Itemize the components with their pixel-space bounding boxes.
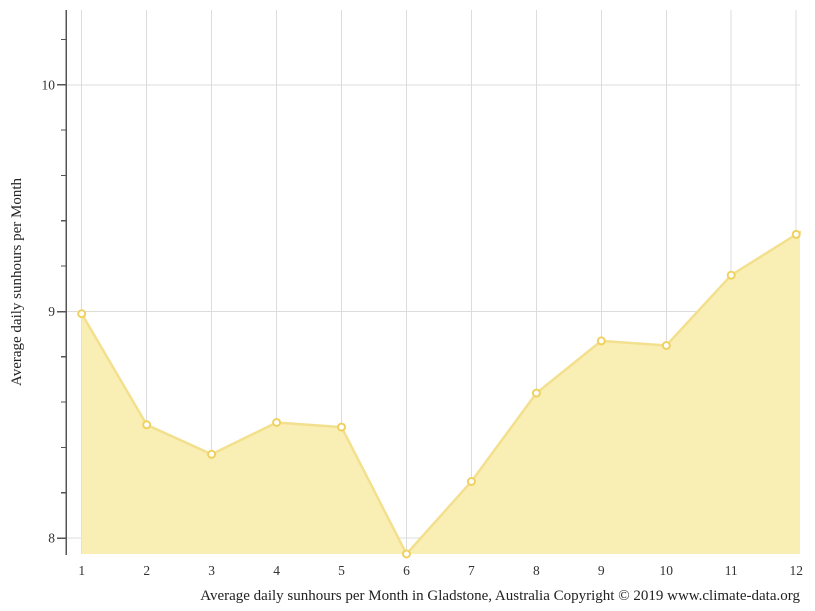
x-tick-label: 6 [403,563,410,578]
x-tick-label: 8 [533,563,540,578]
x-tick-label: 3 [208,563,215,578]
data-point-marker [531,388,541,398]
data-point-marker [596,336,606,346]
chart-caption: Average daily sunhours per Month in Glad… [200,588,800,604]
data-point-marker [726,270,736,280]
data-point-marker [142,420,152,430]
data-point-marker [466,477,476,486]
data-point-marker [791,229,801,239]
data-point-marker [207,449,217,459]
x-tick-label: 4 [273,563,280,578]
x-tick-label: 11 [725,563,738,578]
data-point-marker [402,549,411,559]
data-point-marker [272,418,282,427]
x-tick-label: 12 [789,563,803,578]
area-series [77,229,802,559]
x-tick-label: 7 [468,563,475,578]
y-tick-label: 8 [48,531,55,546]
x-tick-label: 5 [338,563,345,578]
x-tick-label: 1 [78,563,85,578]
x-tick-label: 10 [660,563,674,578]
data-point-marker [337,422,346,432]
x-tick-label: 9 [598,563,605,578]
y-axis-title: Average daily sunhours per Month [9,178,25,387]
area-fill [81,232,800,554]
y-tick-label: 9 [48,304,55,319]
data-point-marker [661,341,671,350]
y-axis [57,10,67,555]
data-point-marker [77,309,87,319]
y-tick-label: 10 [42,77,56,92]
x-tick-label: 2 [143,563,150,578]
